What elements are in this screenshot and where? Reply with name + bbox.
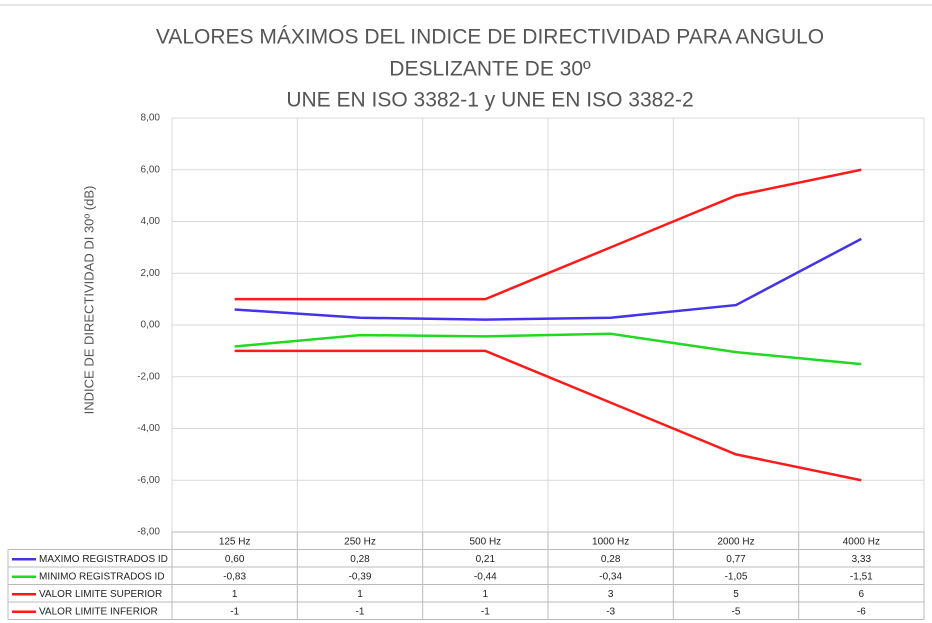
table-value: 6 bbox=[859, 589, 865, 600]
table-value: -0,83 bbox=[223, 571, 246, 582]
table-value: -0,39 bbox=[349, 571, 372, 582]
series-line bbox=[234, 332, 862, 366]
table-value: 1 bbox=[483, 589, 489, 600]
chart-title: VALORES MÁXIMOS DEL INDICE DE DIRECTIVID… bbox=[156, 26, 824, 49]
y-tick-label: -6,00 bbox=[137, 475, 160, 486]
legend-label: VALOR LIMITE INFERIOR bbox=[39, 606, 158, 617]
table-value: 0,28 bbox=[350, 554, 370, 565]
chart-title: DESLIZANTE DE 30º bbox=[389, 58, 591, 81]
series-line bbox=[234, 168, 862, 301]
legend-label: MAXIMO REGISTRADOS ID bbox=[39, 554, 168, 565]
table-value: 0,21 bbox=[476, 554, 496, 565]
x-tick-label: 1000 Hz bbox=[592, 536, 629, 547]
y-tick-label: 4,00 bbox=[141, 216, 161, 227]
x-tick-label: 4000 Hz bbox=[843, 536, 880, 547]
x-tick-label: 250 Hz bbox=[344, 536, 376, 547]
table-value: 1 bbox=[232, 589, 238, 600]
table-value: -1 bbox=[230, 606, 239, 617]
table-value: -1 bbox=[356, 606, 365, 617]
series-line bbox=[234, 237, 862, 321]
table-value: -0,44 bbox=[474, 571, 497, 582]
y-tick-label: 6,00 bbox=[141, 164, 161, 175]
table-value: -0,34 bbox=[599, 571, 622, 582]
x-tick-label: 125 Hz bbox=[219, 536, 251, 547]
table-value: -5 bbox=[732, 606, 741, 617]
series-line bbox=[234, 349, 862, 482]
y-tick-label: 0,00 bbox=[141, 320, 161, 331]
y-tick-label: -8,00 bbox=[137, 527, 160, 538]
y-tick-label: 2,00 bbox=[141, 268, 161, 279]
legend-label: VALOR LIMITE SUPERIOR bbox=[39, 589, 162, 600]
x-tick-label: 500 Hz bbox=[469, 536, 501, 547]
y-axis-label: INDICE DE DIRECTIVIDAD DI 30º (dB) bbox=[81, 186, 96, 415]
legend-label: MINIMO REGISTRADOS ID bbox=[39, 571, 165, 582]
table-value: 0,77 bbox=[726, 554, 746, 565]
table-value: -6 bbox=[857, 606, 866, 617]
table-value: 0,28 bbox=[601, 554, 621, 565]
x-tick-label: 2000 Hz bbox=[717, 536, 754, 547]
chart-title: UNE EN ISO 3382-1 y UNE EN ISO 3382-2 bbox=[286, 89, 693, 112]
table-value: -1 bbox=[481, 606, 490, 617]
y-tick-label: -2,00 bbox=[137, 371, 160, 382]
table-value: -1,51 bbox=[850, 571, 873, 582]
table-value: 1 bbox=[357, 589, 363, 600]
table-value: 3 bbox=[608, 589, 614, 600]
table-value: -3 bbox=[606, 606, 615, 617]
y-tick-label: -4,00 bbox=[137, 423, 160, 434]
table-value: -1,05 bbox=[725, 571, 748, 582]
table-value: 5 bbox=[733, 589, 739, 600]
table-value: 0,60 bbox=[225, 554, 245, 565]
table-value: 3,33 bbox=[852, 554, 872, 565]
y-tick-label: 8,00 bbox=[141, 113, 161, 124]
